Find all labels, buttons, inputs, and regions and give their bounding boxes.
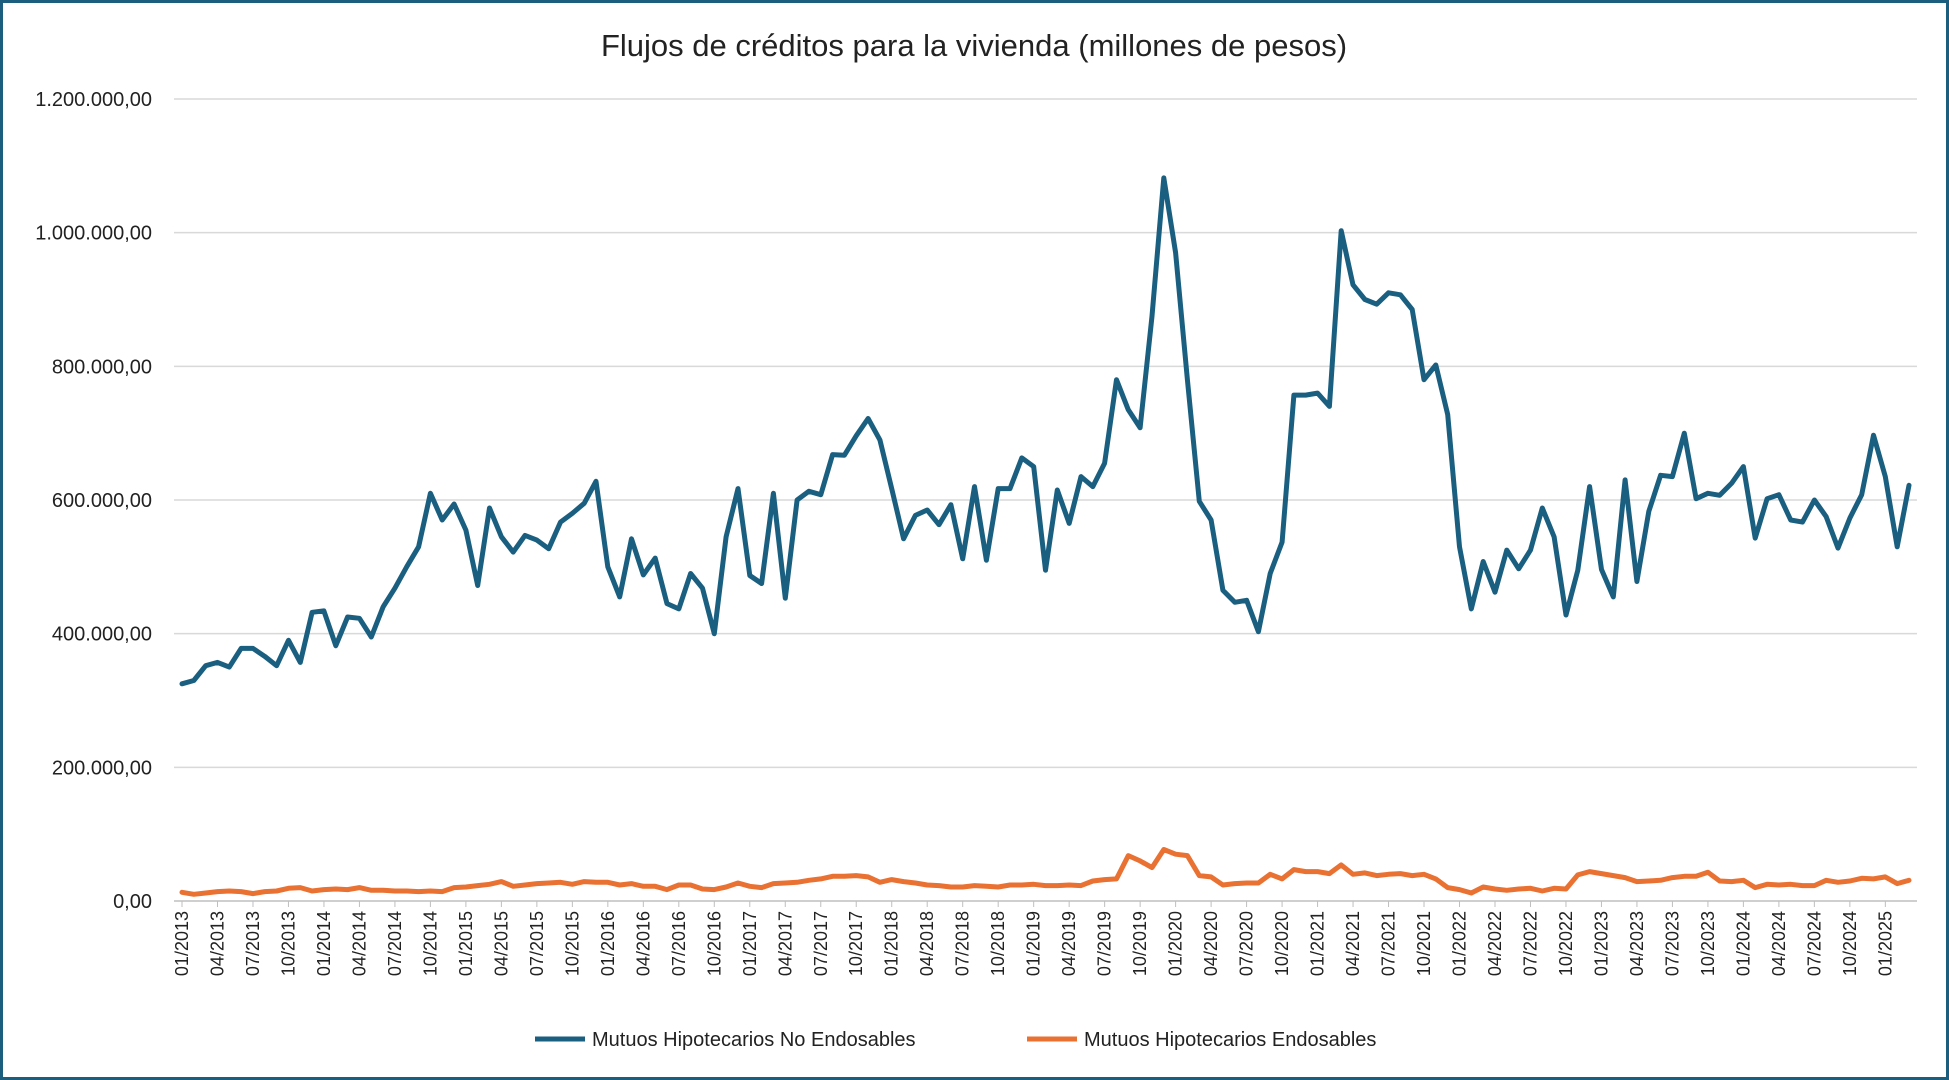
x-tick-label: 01/2023	[1591, 911, 1611, 976]
x-tick-label: 10/2020	[1272, 911, 1292, 976]
y-tick-label: 1.200.000,00	[35, 89, 152, 111]
x-tick-label: 07/2019	[1095, 911, 1115, 976]
y-tick-label: 600.000,00	[52, 490, 152, 512]
series-line-no-endosables	[179, 175, 1912, 687]
legend-label-no-endosables: Mutuos Hipotecarios No Endosables	[592, 1029, 916, 1051]
x-tick-label: 10/2021	[1414, 911, 1434, 976]
gridlines	[174, 98, 1917, 902]
x-tick-label: 01/2015	[456, 911, 476, 976]
x-tick-label: 10/2017	[846, 911, 866, 976]
y-tick-label: 1.000.000,00	[35, 223, 152, 245]
x-tick-label: 10/2024	[1840, 911, 1860, 976]
y-tick-label: 800.000,00	[52, 356, 152, 378]
x-tick-label: 04/2016	[633, 911, 653, 976]
x-tick-label: 04/2022	[1485, 911, 1505, 976]
x-tick-label: 10/2016	[704, 911, 724, 976]
x-tick-label: 01/2020	[1166, 911, 1186, 976]
series-line-endosables	[179, 847, 1912, 897]
x-tick-label: 10/2022	[1556, 911, 1576, 976]
x-tick-label: 01/2018	[882, 911, 902, 976]
x-tick-label: 07/2017	[811, 911, 831, 976]
x-tick-label: 01/2025	[1875, 911, 1895, 976]
x-tick-label: 07/2024	[1804, 911, 1824, 976]
x-tick-label: 01/2016	[598, 911, 618, 976]
x-tick-label: 07/2020	[1237, 911, 1257, 976]
x-tick-label: 01/2013	[172, 911, 192, 976]
x-tick-label: 10/2019	[1130, 911, 1150, 976]
x-tick-label: 07/2018	[953, 911, 973, 976]
x-tick-label: 04/2018	[917, 911, 937, 976]
x-tick-label: 01/2024	[1733, 911, 1753, 976]
x-tick-label: 10/2013	[278, 911, 298, 976]
x-tick-label: 04/2023	[1627, 911, 1647, 976]
chart-title: Flujos de créditos para la vivienda (mil…	[601, 28, 1347, 63]
x-tick-label: 10/2014	[420, 911, 440, 976]
x-tick-label: 04/2015	[491, 911, 511, 976]
legend-label-endosables: Mutuos Hipotecarios Endosables	[1084, 1029, 1376, 1051]
x-tick-label: 07/2013	[243, 911, 263, 976]
x-tick-label: 01/2014	[314, 911, 334, 976]
x-tick-label: 01/2017	[740, 911, 760, 976]
x-tick-label: 01/2019	[1024, 911, 1044, 976]
x-tick-label: 04/2017	[775, 911, 795, 976]
x-tick-label: 04/2019	[1059, 911, 1079, 976]
x-tick-label: 01/2022	[1450, 911, 1470, 976]
y-tick-label: 400.000,00	[52, 624, 152, 646]
x-tick-label: 04/2014	[349, 911, 369, 976]
x-tick-label: 07/2014	[385, 911, 405, 976]
x-tick-label: 07/2022	[1520, 911, 1540, 976]
x-tick-label: 07/2015	[527, 911, 547, 976]
x-tick-label: 04/2024	[1769, 911, 1789, 976]
y-axis-ticks: 0,00 200.000,00 400.000,00 600.000,00 800.00…	[35, 89, 152, 913]
x-tick-label: 01/2021	[1308, 911, 1328, 976]
x-tick-label: 04/2013	[207, 911, 227, 976]
x-tick-label: 07/2021	[1379, 911, 1399, 976]
x-tick-label: 07/2016	[669, 911, 689, 976]
y-tick-label: 200.000,00	[52, 757, 152, 779]
legend: Mutuos Hipotecarios No Endosables Mutuos…	[535, 1029, 1376, 1051]
x-tick-label: 10/2023	[1698, 911, 1718, 976]
x-tick-label: 07/2023	[1662, 911, 1682, 976]
x-tick-label: 10/2015	[562, 911, 582, 976]
x-tick-label: 10/2018	[988, 911, 1008, 976]
series-lines	[179, 175, 1912, 897]
x-tick-label: 04/2021	[1343, 911, 1363, 976]
x-tick-label: 04/2020	[1201, 911, 1221, 976]
x-axis: 01/2013 04/2013 07/2013 10/2013 01/2014 04/20…	[172, 901, 1895, 976]
y-tick-label: 0,00	[113, 891, 152, 913]
